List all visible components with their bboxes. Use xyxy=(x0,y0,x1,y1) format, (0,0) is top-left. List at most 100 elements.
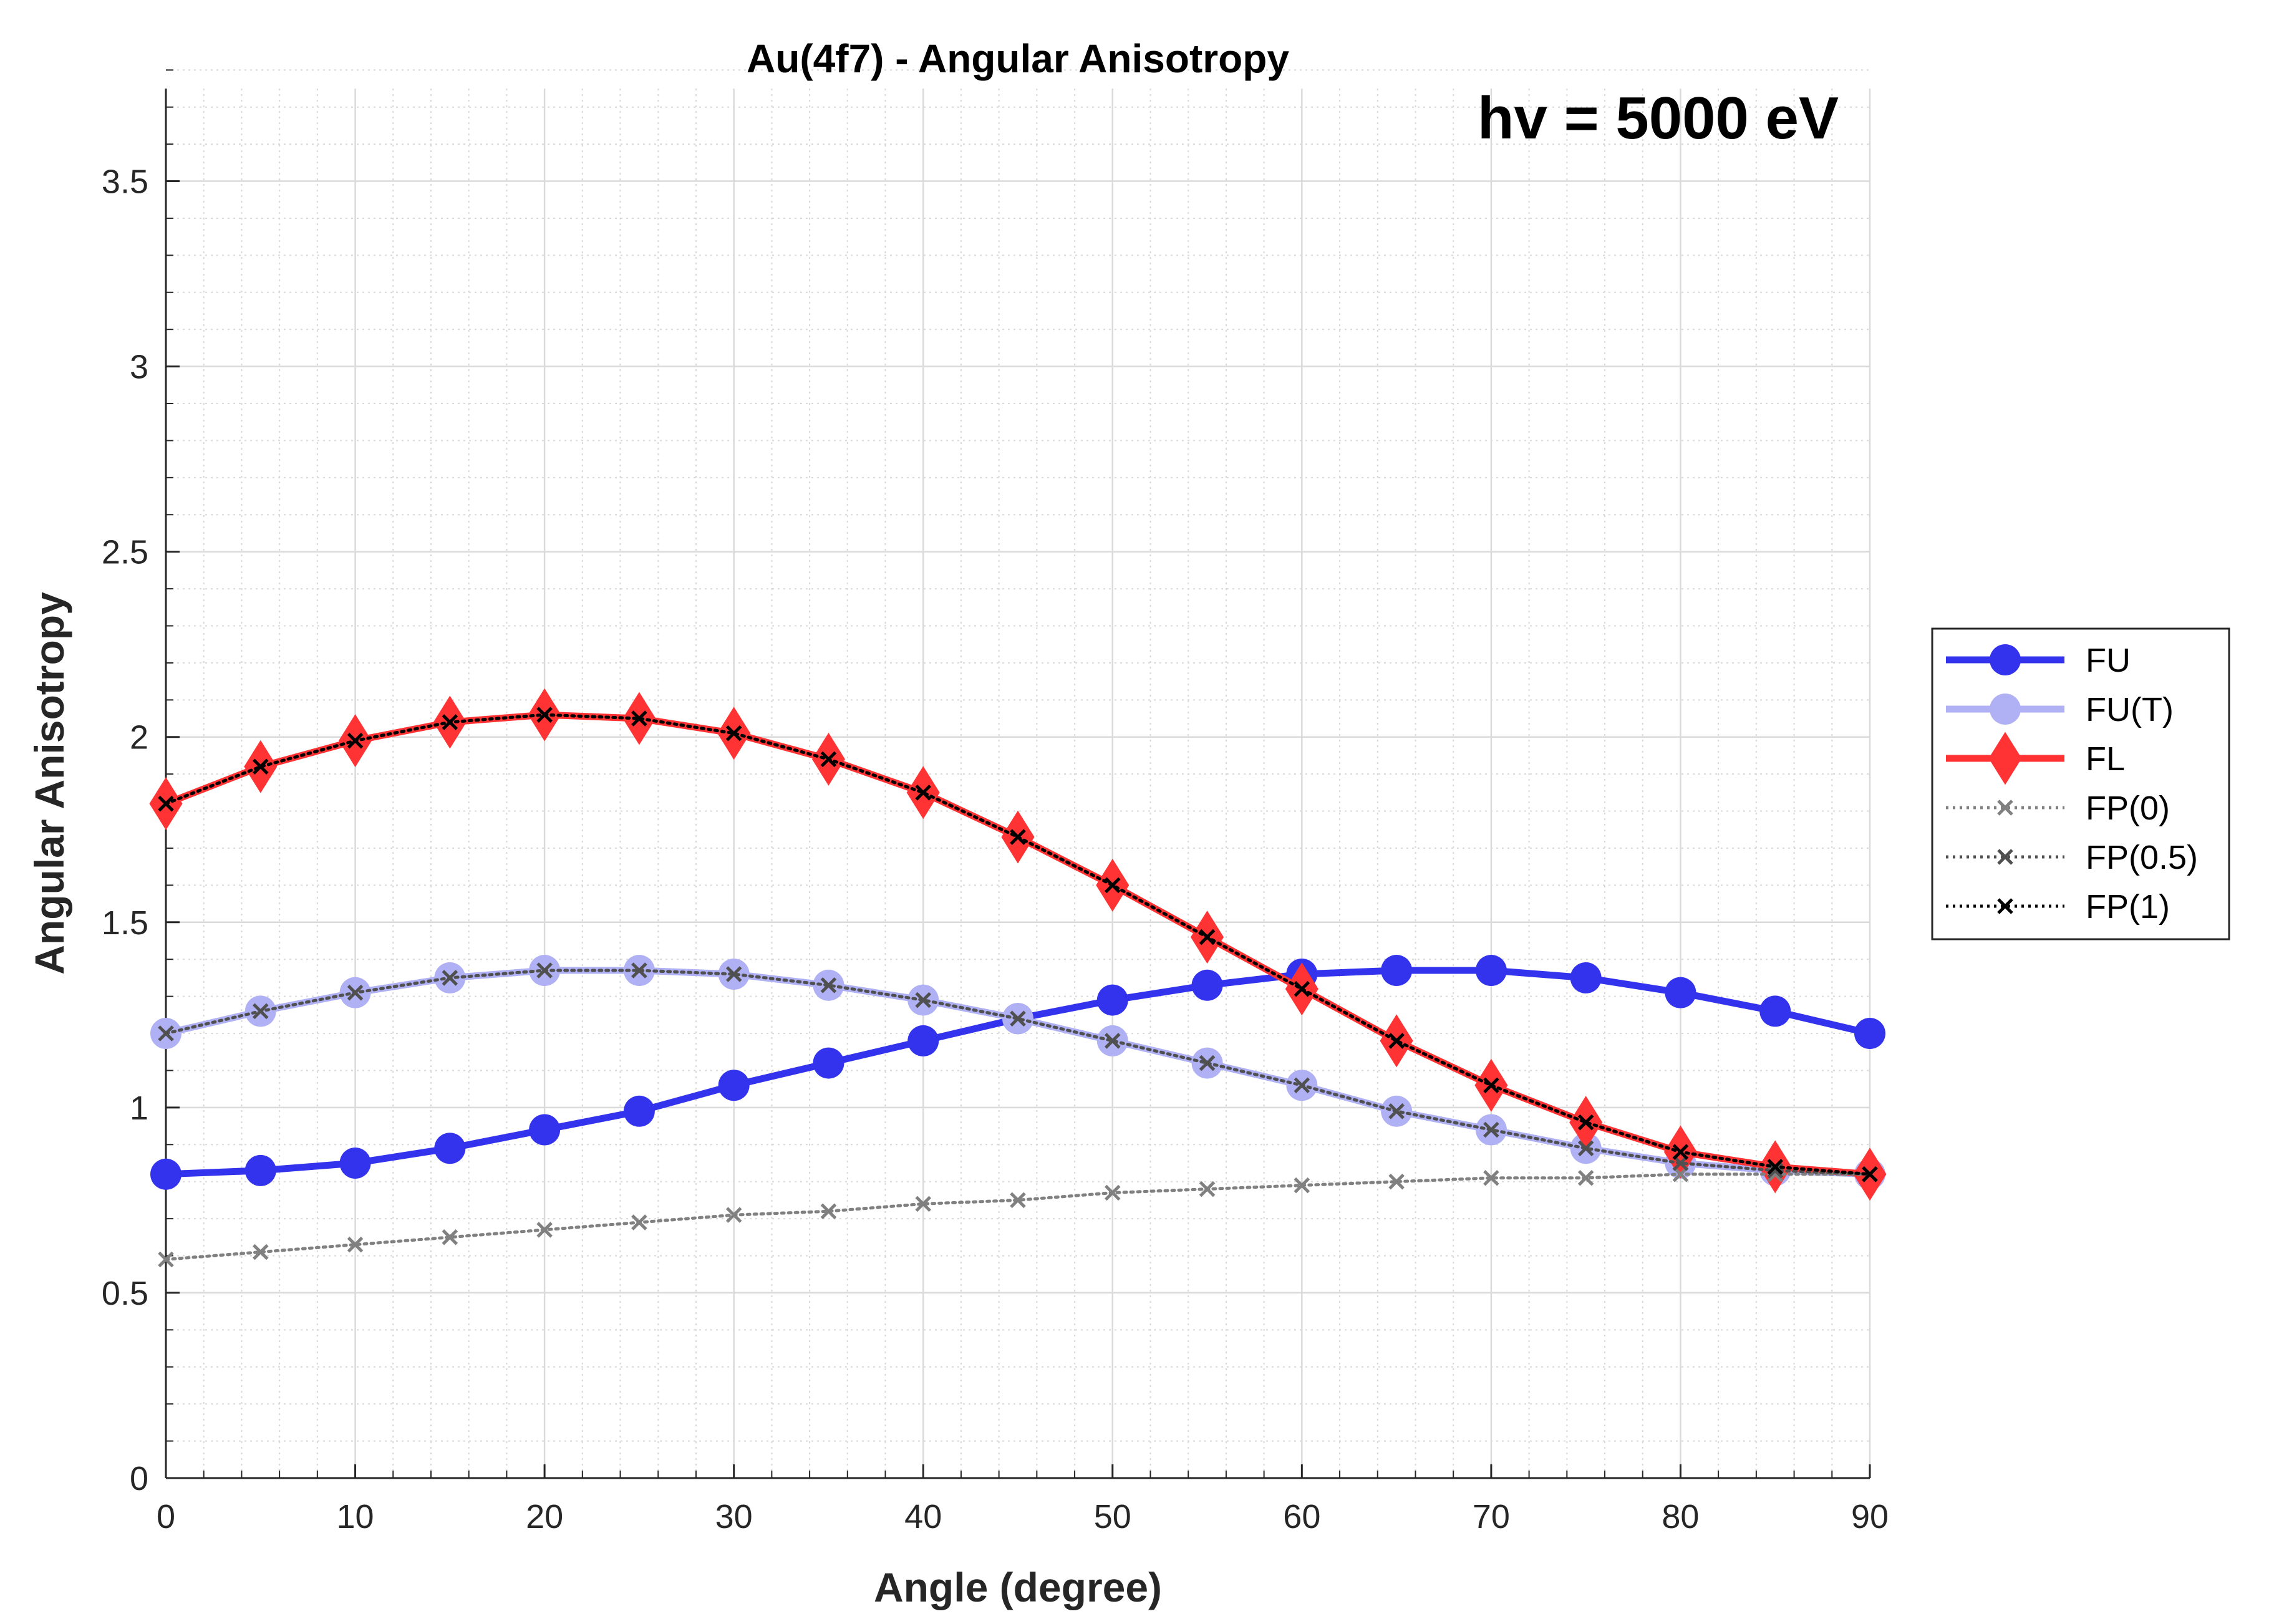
legend-label: FP(1) xyxy=(2086,888,2170,926)
series-fp-0-point-stroke xyxy=(1388,1173,1405,1190)
series-fp-0-5-point xyxy=(820,977,837,993)
series-fu-point xyxy=(150,1158,181,1190)
y-tick-label: 3.5 xyxy=(102,163,148,201)
series-fp-0-point xyxy=(253,1244,269,1260)
series-fu-point xyxy=(244,1154,276,1186)
series-fp-0-point xyxy=(1105,1184,1121,1201)
chart-title: Au(4f7) - Angular Anisotropy xyxy=(747,36,1289,81)
series-fp-0-5-point-stroke xyxy=(158,1025,174,1042)
series-fp-0-5 xyxy=(158,962,1878,1182)
series-fp-0-point-stroke xyxy=(442,1229,458,1245)
series-fp-0-point-stroke xyxy=(1294,1177,1310,1194)
series-fp-0-point-stroke xyxy=(536,1222,553,1238)
series-fp-0-point xyxy=(347,1236,364,1253)
series-fu-point xyxy=(907,1025,939,1056)
legend-swatch-point xyxy=(1990,694,2021,725)
series-fp-0-5-point xyxy=(442,970,458,986)
series-fp-1-point-stroke xyxy=(1388,1033,1405,1049)
series-fp-0-5-point xyxy=(1294,1077,1310,1093)
series-fp-1-point xyxy=(631,710,647,727)
series-fp-1-point xyxy=(536,707,553,723)
y-axis-ticks: 0 0.5 1 1.5 2 2.5 3 3.5 xyxy=(102,69,180,1497)
y-tick-label: 2 xyxy=(130,719,148,756)
series-fp-1-point-stroke xyxy=(253,758,269,775)
series-fp-1 xyxy=(158,707,1878,1182)
series-fp-1-point xyxy=(1672,1144,1689,1160)
series-fu-point xyxy=(434,1133,466,1164)
series-fp-1-point xyxy=(253,758,269,775)
series-fp-0-point-stroke xyxy=(347,1236,364,1253)
series-layer xyxy=(149,688,1887,1268)
series-fu-point xyxy=(1191,969,1223,1001)
series-fp-0-point-stroke xyxy=(820,1203,837,1219)
series-fp-1-point-stroke xyxy=(442,714,458,730)
series-fp-1-point xyxy=(1105,877,1121,894)
legend-entry-fl: FL xyxy=(1946,732,2125,785)
plot-area xyxy=(166,89,1870,1478)
y-tick-label: 0.5 xyxy=(102,1275,148,1312)
legend-label: FL xyxy=(2086,740,2125,778)
series-fp-1-point-stroke xyxy=(820,751,837,768)
series-fp-0-5-point-stroke xyxy=(725,966,742,982)
x-tick-label: 80 xyxy=(1662,1498,1699,1535)
legend-swatch-point xyxy=(1988,732,2022,785)
x-tick-label: 90 xyxy=(1851,1498,1889,1535)
minor-grid xyxy=(166,69,1870,1478)
series-fp-0-5-point-stroke xyxy=(1294,1077,1310,1093)
legend-label: FP(0) xyxy=(2086,790,2170,827)
series-fp-1-point-stroke xyxy=(1105,877,1121,894)
series-fp-0-5-point xyxy=(1010,1010,1026,1027)
series-fp-0-point xyxy=(442,1229,458,1245)
series-fp-1-point xyxy=(1577,1114,1594,1131)
series-fp-0-5-point-stroke xyxy=(536,962,553,979)
series-fp-0-point xyxy=(1483,1169,1499,1186)
series-fp-1-point-stroke xyxy=(631,710,647,727)
legend-label: FP(0.5) xyxy=(2086,839,2198,876)
series-fp-1-point xyxy=(820,751,837,768)
series-fp-0-point-stroke xyxy=(1199,1181,1216,1197)
series-fp-0-point xyxy=(1388,1173,1405,1190)
series-fp-1-point-stroke xyxy=(725,725,742,742)
series-fp-1-point xyxy=(347,732,364,749)
legend-entry-fp-0-5: FP(0.5) xyxy=(1946,839,2198,876)
series-fp-0-5-point xyxy=(536,962,553,979)
series-fp-0-5-point-stroke xyxy=(915,992,931,1008)
legend-swatch-point-stroke xyxy=(1997,849,2013,865)
y-tick-label: 3 xyxy=(130,349,148,386)
legend-label: FU(T) xyxy=(2086,691,2174,728)
series-fp-1-point-stroke xyxy=(347,732,364,749)
series-fp-1-point xyxy=(1199,929,1216,945)
legend-swatch-point xyxy=(1997,800,2013,816)
series-fp-1-point-stroke xyxy=(1294,980,1310,997)
legend: FU FU(T) FL FP(0) FP(0.5) FP(1) xyxy=(1931,627,2230,940)
series-fp-0-5-point-stroke xyxy=(442,970,458,986)
series-fp-0-5-point-stroke xyxy=(1388,1103,1405,1119)
x-tick-label: 50 xyxy=(1094,1498,1131,1535)
series-fp-0-point-stroke xyxy=(253,1244,269,1260)
series-fp-0-5-point xyxy=(253,1003,269,1020)
series-fp-0-point-stroke xyxy=(1483,1169,1499,1186)
series-fp-0-point xyxy=(915,1196,931,1212)
series-fp-0-5-point xyxy=(347,984,364,1001)
series-fu-point xyxy=(1665,977,1696,1008)
series-fp-0-5-point-stroke xyxy=(631,962,647,979)
y-tick-label: 1.5 xyxy=(102,904,148,942)
series-fp-1-point-stroke xyxy=(1483,1077,1499,1093)
series-fp-1-point xyxy=(915,785,931,801)
series-fp-0-point xyxy=(631,1214,647,1230)
legend-entry-fu-t: FU(T) xyxy=(1946,691,2174,728)
legend-label: FU xyxy=(2086,642,2131,679)
y-tick-label: 0 xyxy=(130,1460,148,1497)
series-fp-0-point xyxy=(158,1251,174,1268)
series-fp-0-5-point xyxy=(725,966,742,982)
legend-swatch-point xyxy=(1990,644,2021,675)
series-fp-0-5-point-stroke xyxy=(1483,1121,1499,1138)
series-fp-0-point-stroke xyxy=(1010,1192,1026,1209)
legend-swatch-point xyxy=(1997,898,2013,914)
series-fp-0-point xyxy=(1294,1177,1310,1194)
series-fp-1-point-stroke xyxy=(158,795,174,812)
series-fp-1-point xyxy=(1862,1166,1878,1182)
series-fp-0-5-point xyxy=(1199,1055,1216,1071)
x-tick-label: 10 xyxy=(337,1498,374,1535)
series-fp-0-5-point-stroke xyxy=(820,977,837,993)
